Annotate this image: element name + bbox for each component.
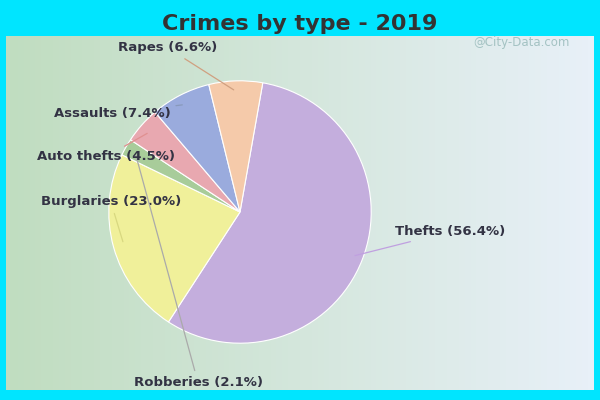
Wedge shape [209,81,263,212]
Wedge shape [109,155,240,322]
Text: Rapes (6.6%): Rapes (6.6%) [118,42,233,90]
Wedge shape [130,112,240,212]
Text: Burglaries (23.0%): Burglaries (23.0%) [41,195,181,242]
Wedge shape [169,83,371,343]
Text: Auto thefts (4.5%): Auto thefts (4.5%) [37,133,175,163]
Text: Robberies (2.1%): Robberies (2.1%) [134,155,263,389]
Text: Thefts (56.4%): Thefts (56.4%) [355,225,505,256]
Text: Crimes by type - 2019: Crimes by type - 2019 [163,14,437,34]
Wedge shape [155,84,240,212]
Wedge shape [122,140,240,212]
Text: Assaults (7.4%): Assaults (7.4%) [53,105,182,120]
Text: @City-Data.com: @City-Data.com [473,36,570,49]
